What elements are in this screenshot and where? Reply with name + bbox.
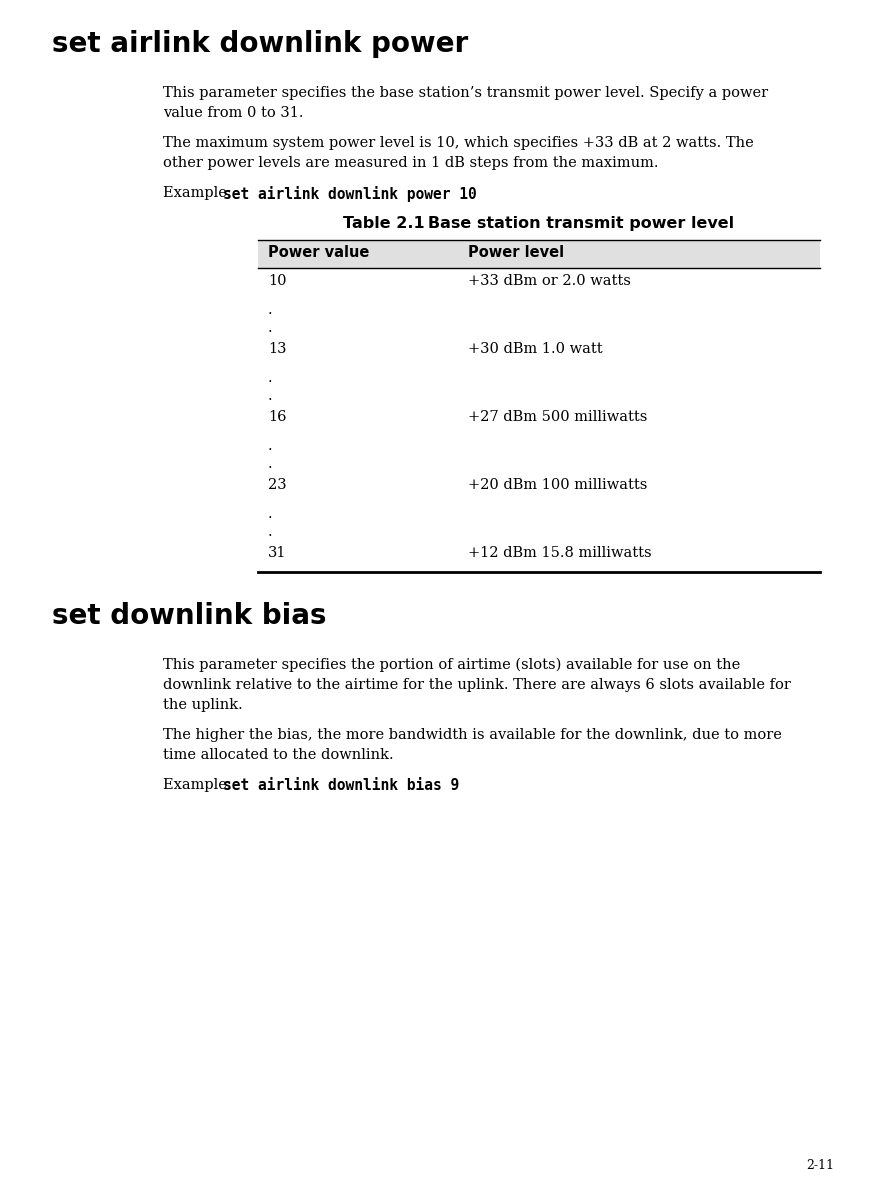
Text: .: . (268, 507, 272, 521)
Text: .: . (268, 439, 272, 453)
Text: set airlink downlink power: set airlink downlink power (52, 30, 468, 59)
Text: 31: 31 (268, 546, 286, 560)
Text: +33 dBm or 2.0 watts: +33 dBm or 2.0 watts (467, 273, 630, 288)
Text: .: . (268, 525, 272, 538)
Text: Example:: Example: (162, 186, 236, 201)
Text: The higher the bias, the more bandwidth is available for the downlink, due to mo: The higher the bias, the more bandwidth … (162, 728, 781, 741)
Text: +20 dBm 100 milliwatts: +20 dBm 100 milliwatts (467, 478, 646, 492)
Text: set airlink downlink power 10: set airlink downlink power 10 (223, 186, 476, 202)
Text: 13: 13 (268, 341, 286, 356)
Text: .: . (268, 303, 272, 316)
Text: .: . (268, 371, 272, 384)
Text: +30 dBm 1.0 watt: +30 dBm 1.0 watt (467, 341, 602, 356)
Text: 2-11: 2-11 (805, 1159, 833, 1173)
Text: value from 0 to 31.: value from 0 to 31. (162, 106, 303, 121)
Text: set airlink downlink bias 9: set airlink downlink bias 9 (223, 778, 458, 793)
Text: Power level: Power level (467, 245, 564, 260)
Text: .: . (268, 457, 272, 470)
Text: This parameter specifies the portion of airtime (slots) available for use on the: This parameter specifies the portion of … (162, 658, 739, 672)
Text: 23: 23 (268, 478, 286, 492)
Text: Example:: Example: (162, 778, 236, 792)
Text: .: . (268, 389, 272, 404)
Text: +12 dBm 15.8 milliwatts: +12 dBm 15.8 milliwatts (467, 546, 651, 560)
Text: Power value: Power value (268, 245, 369, 260)
Text: 10: 10 (268, 273, 286, 288)
Text: The maximum system power level is 10, which specifies +33 dB at 2 watts. The: The maximum system power level is 10, wh… (162, 136, 753, 150)
Text: .: . (268, 321, 272, 336)
Text: +27 dBm 500 milliwatts: +27 dBm 500 milliwatts (467, 410, 646, 424)
Text: the uplink.: the uplink. (162, 698, 242, 712)
Text: other power levels are measured in 1 dB steps from the maximum.: other power levels are measured in 1 dB … (162, 156, 658, 170)
Text: This parameter specifies the base station’s transmit power level. Specify a powe: This parameter specifies the base statio… (162, 86, 767, 100)
Text: time allocated to the downlink.: time allocated to the downlink. (162, 747, 393, 762)
Text: set downlink bias: set downlink bias (52, 602, 326, 630)
Text: Table 2.1 Base station transmit power level: Table 2.1 Base station transmit power le… (343, 216, 734, 230)
Text: 16: 16 (268, 410, 286, 424)
Text: downlink relative to the airtime for the uplink. There are always 6 slots availa: downlink relative to the airtime for the… (162, 678, 790, 693)
Bar (258, 240, 819, 267)
